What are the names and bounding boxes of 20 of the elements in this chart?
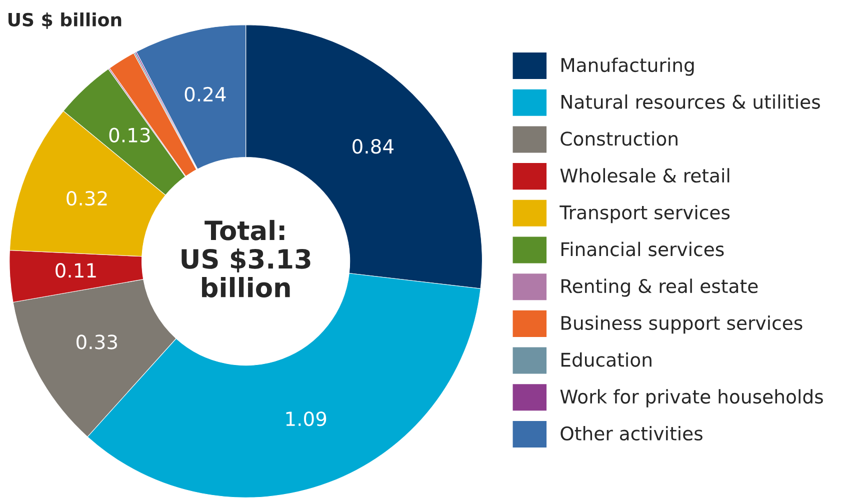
data-label: 1.09	[286, 411, 326, 426]
legend-label: Financial services	[561, 242, 724, 256]
data-label: 0.84	[352, 139, 394, 154]
legend-label: Education	[561, 352, 652, 367]
data-label: 0.11	[56, 263, 96, 278]
legend-label: Construction	[560, 131, 678, 146]
legend-label: Transport services	[560, 204, 730, 224]
data-label: 0.24	[184, 86, 226, 102]
legend-label: Wholesale & retail	[560, 168, 730, 183]
legend-label: Business support services	[561, 315, 802, 334]
legend-label: Work for private households	[560, 389, 823, 408]
legend-label: Natural resources & utilities	[561, 94, 820, 109]
data-label: 0.13	[109, 128, 150, 142]
legend-label: Manufacturing	[561, 58, 694, 76]
text: Total: US $3.13 billion	[182, 220, 310, 298]
data-label: 0.33	[76, 334, 117, 350]
data-label: 0.32	[66, 190, 107, 206]
chart-title: US $ billion	[8, 12, 122, 29]
legend-label: Other activities	[560, 426, 702, 441]
legend-label: Renting & real estate	[561, 278, 758, 297]
